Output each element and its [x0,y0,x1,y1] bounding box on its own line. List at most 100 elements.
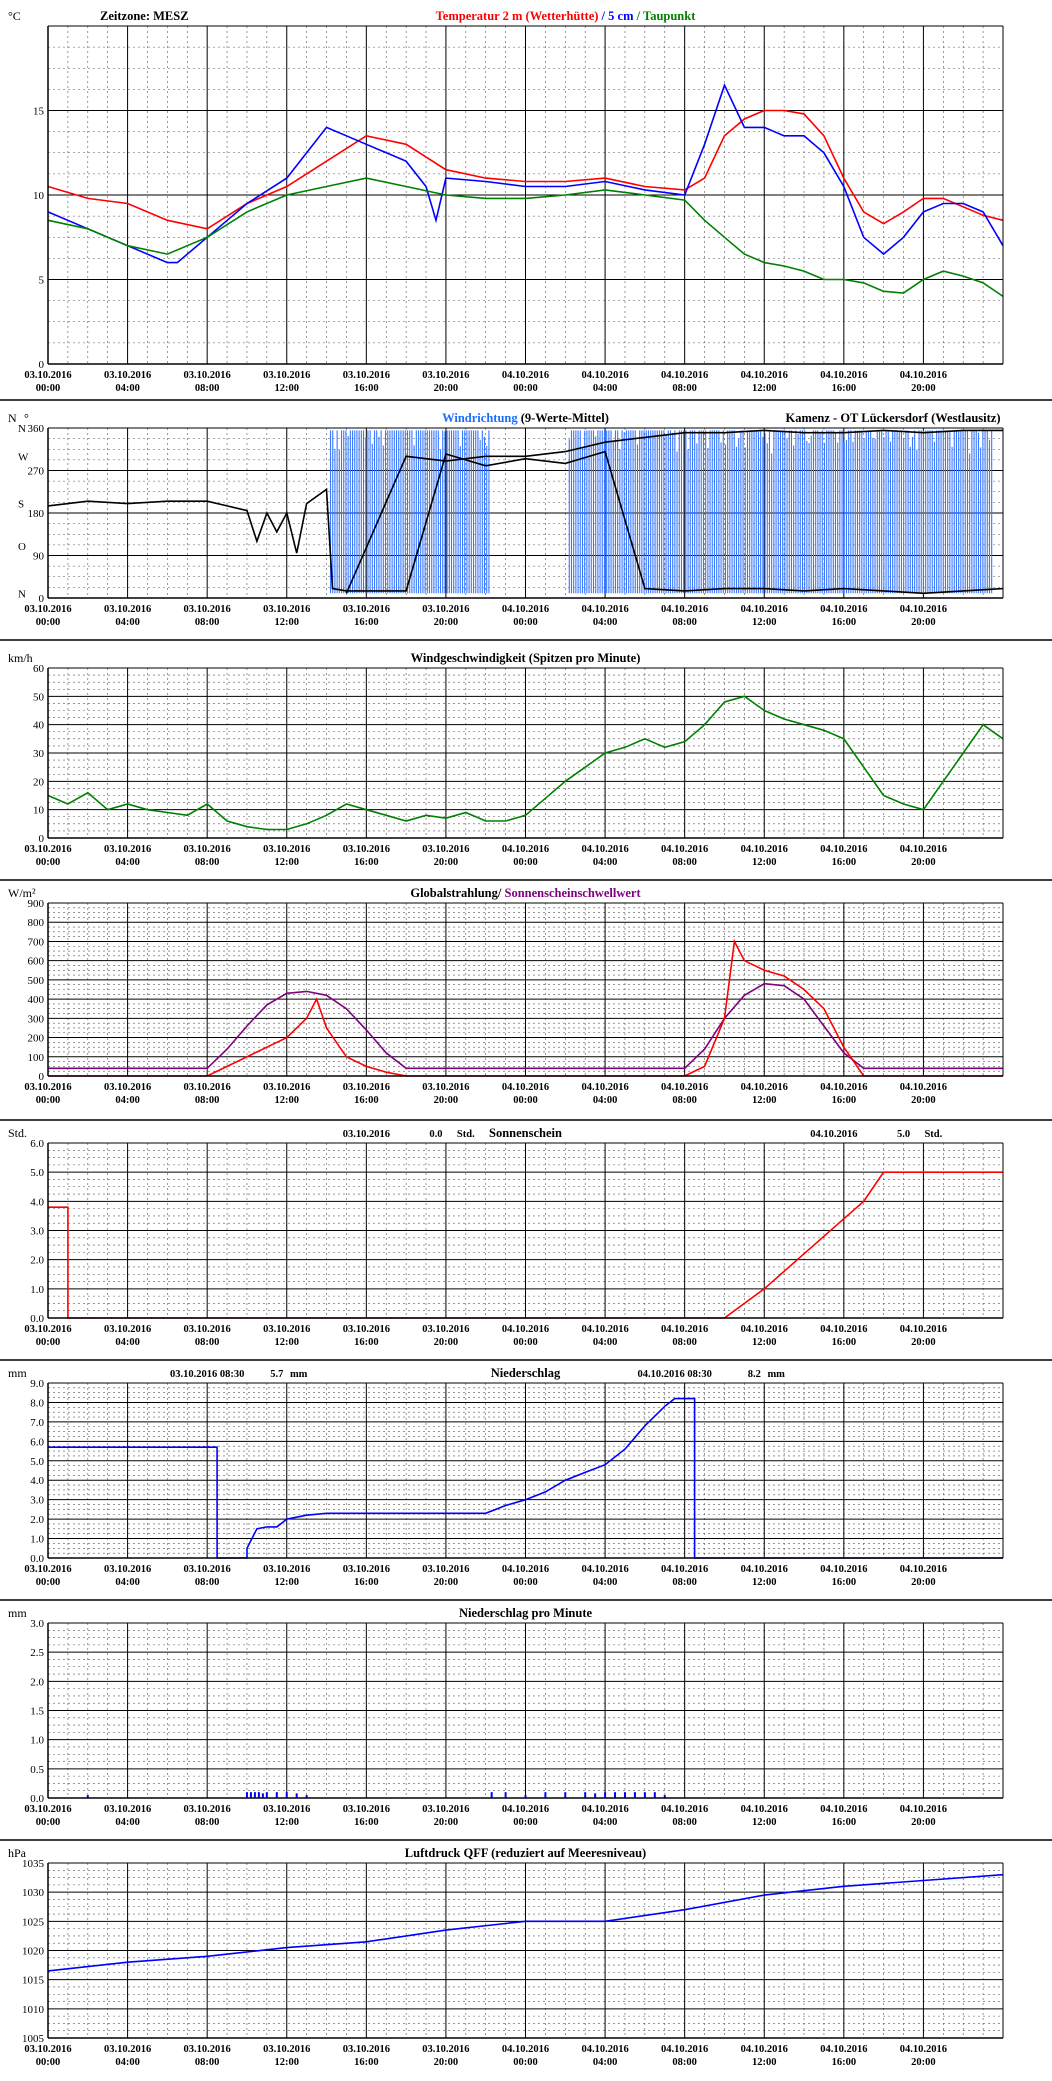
x-tick-date: 04.10.2016 [820,844,867,855]
y-tick-label: 5 [39,275,45,287]
chart-annotation: 8.2 [748,1369,761,1380]
x-tick-date: 03.10.2016 [24,370,71,381]
x-tick-date: 04.10.2016 [741,2044,788,2055]
x-tick-date: 04.10.2016 [741,1804,788,1815]
series-line-1 [47,83,1004,264]
x-tick-date: 04.10.2016 [581,1082,628,1093]
unit-label: W/m² [8,886,36,900]
title-part: Niederschlag pro Minute [459,1606,593,1620]
x-tick-date: 04.10.2016 [581,844,628,855]
bar-0-13 [524,1795,527,1798]
x-tick-time: 12:00 [275,1095,300,1106]
x-tick-date: 03.10.2016 [343,1804,390,1815]
x-tick-date: 03.10.2016 [422,370,469,381]
x-tick-date: 04.10.2016 [502,2044,549,2055]
x-tick-date: 03.10.2016 [263,1564,310,1575]
chart-annotation: mm [290,1369,308,1380]
y-tick-label: 9.0 [30,1378,44,1390]
y-tick-label: 1025 [22,1916,45,1928]
x-tick-date: 04.10.2016 [581,370,628,381]
x-tick-time: 16:00 [832,1817,857,1828]
x-tick-time: 20:00 [911,857,936,868]
x-tick-date: 04.10.2016 [581,1804,628,1815]
x-tick-time: 04:00 [593,1337,618,1348]
x-tick-time: 00:00 [513,1817,538,1828]
chart-title: Globalstrahlung/ Sonnenscheinschwellwert [410,886,641,900]
title-part: / [598,9,608,23]
y-tick-label: 0.0 [30,1793,44,1805]
direction-label: W [18,451,29,463]
x-tick-date: 03.10.2016 [184,604,231,615]
y-tick-label: 5.0 [30,1456,44,1468]
title-part: (9-Werte-Mittel) [518,411,609,425]
x-tick-time: 12:00 [752,1577,777,1588]
y-tick-label: 1.0 [30,1284,44,1296]
x-tick-date: 04.10.2016 [820,604,867,615]
panel-temperature: 0 5 10 15 °C Temperatur 2 m (Wetterhütte) / 5… [8,9,1004,394]
bar-0-7 [275,1792,278,1798]
chart-annotation: 03.10.2016 08:30 [170,1369,244,1380]
x-tick-time: 00:00 [513,1095,538,1106]
title-part: Sonnenschein [489,1126,562,1140]
title-part: 5 cm [608,9,634,23]
x-tick-time: 20:00 [911,383,936,394]
x-tick-time: 04:00 [593,383,618,394]
y-tick-label: 1030 [22,1887,45,1899]
x-tick-time: 04:00 [115,383,140,394]
y-tick-label: 200 [28,1033,45,1045]
x-tick-time: 08:00 [672,1337,697,1348]
x-tick-date: 04.10.2016 [820,2044,867,2055]
x-tick-date: 03.10.2016 [104,370,151,381]
y-tick-label: 180 [28,508,45,520]
x-tick-time: 00:00 [513,1337,538,1348]
x-tick-date: 04.10.2016 [900,1804,947,1815]
x-tick-time: 12:00 [275,1817,300,1828]
x-tick-date: 04.10.2016 [820,370,867,381]
y-tick-label: 0 [39,1071,45,1083]
x-tick-time: 00:00 [36,617,61,628]
y-tick-label: 0.0 [30,1553,44,1565]
chart-annotation: 0.0 [429,1129,442,1140]
grid [48,902,1003,1077]
x-tick-time: 20:00 [434,1817,459,1828]
bar-0-24 [663,1795,666,1798]
chart-annotation: 04.10.2016 08:30 [638,1369,712,1380]
x-tick-time: 08:00 [195,617,220,628]
x-tick-time: 04:00 [115,617,140,628]
x-tick-date: 04.10.2016 [502,604,549,615]
y-tick-label: 400 [28,994,45,1006]
x-tick-date: 04.10.2016 [820,1804,867,1815]
bar-0-23 [653,1792,656,1798]
x-tick-date: 04.10.2016 [581,1324,628,1335]
x-tick-time: 20:00 [434,1337,459,1348]
bar-0-12 [504,1792,507,1798]
bar-0-16 [584,1792,587,1798]
x-tick-date: 03.10.2016 [343,844,390,855]
x-tick-time: 16:00 [832,383,857,394]
y-tick-label: 2.0 [30,1255,44,1267]
unit-label: mm [8,1606,27,1620]
x-tick-time: 16:00 [832,1337,857,1348]
bar-0-20 [623,1792,626,1798]
x-tick-date: 03.10.2016 [24,2044,71,2055]
title-part: Niederschlag [491,1366,561,1380]
title-part: Temperatur 2 m (Wetterhütte) [436,9,599,23]
x-tick-date: 03.10.2016 [343,370,390,381]
x-tick-date: 04.10.2016 [741,604,788,615]
x-tick-date: 03.10.2016 [422,604,469,615]
bar-0-18 [604,1792,607,1798]
x-tick-date: 03.10.2016 [184,1564,231,1575]
x-tick-date: 03.10.2016 [422,1324,469,1335]
x-tick-time: 16:00 [832,1577,857,1588]
x-tick-time: 08:00 [195,2057,220,2068]
chart-title-right: Kamenz - OT Lückersdorf (Westlausitz) [785,411,1000,425]
y-tick-label: 3.0 [30,1618,44,1630]
x-tick-date: 03.10.2016 [184,1324,231,1335]
bar-0-17 [594,1793,597,1798]
x-tick-date: 04.10.2016 [502,1804,549,1815]
x-tick-time: 12:00 [275,1577,300,1588]
x-tick-time: 08:00 [195,383,220,394]
x-tick-time: 16:00 [832,2057,857,2068]
